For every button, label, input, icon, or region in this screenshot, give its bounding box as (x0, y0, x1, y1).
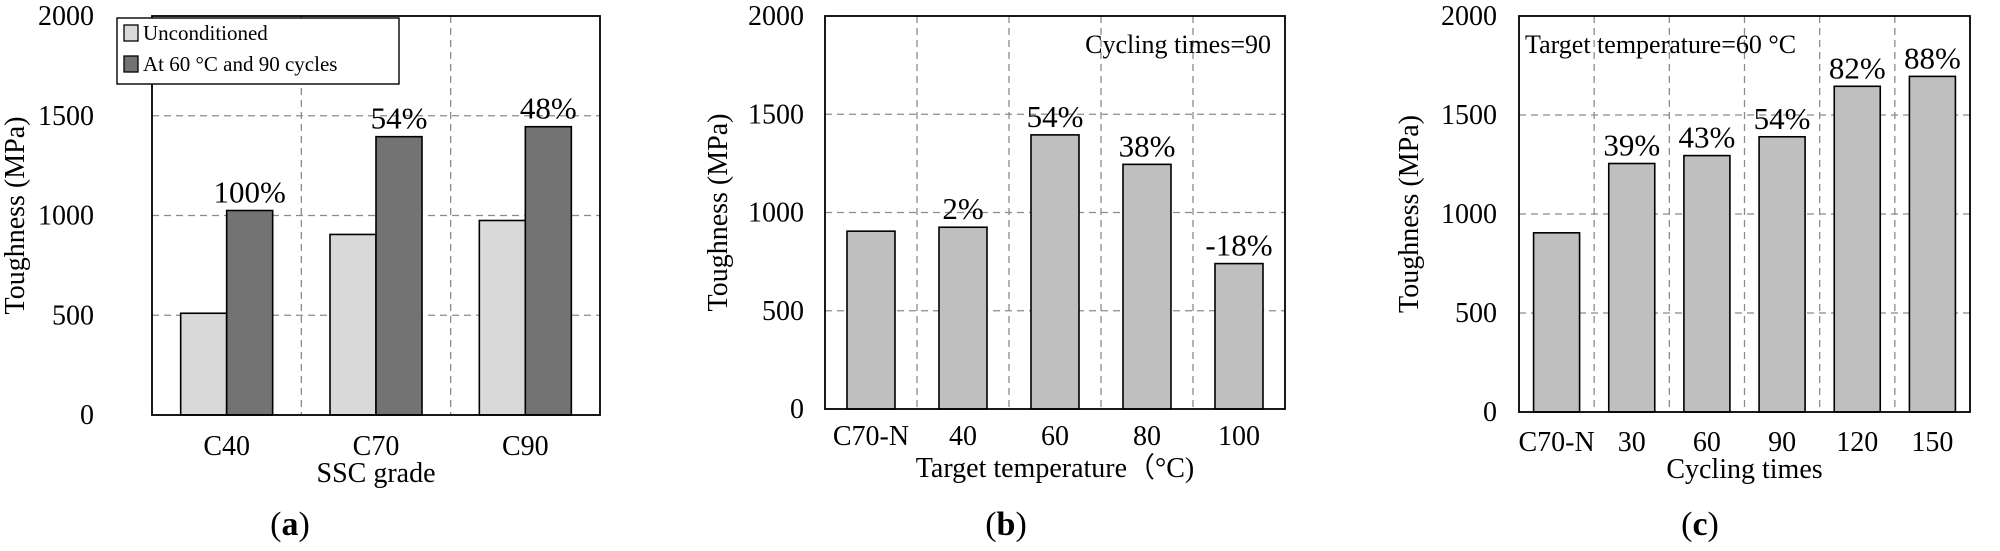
data-label: 100% (214, 175, 286, 210)
x-axis-label: Cycling times (1666, 454, 1822, 485)
y-tick-label: 500 (762, 296, 804, 327)
y-axis-label: Toughness (MPa) (703, 114, 734, 312)
x-tick-label: 90 (1768, 427, 1796, 458)
x-tick-label: 120 (1836, 427, 1878, 458)
y-tick-label: 1000 (1441, 199, 1497, 230)
x-tick-label: C90 (502, 431, 549, 462)
bar (846, 230, 896, 410)
data-label: 82% (1829, 50, 1886, 85)
x-tick-label: 60 (1693, 427, 1721, 458)
x-tick-label: 30 (1618, 427, 1646, 458)
y-axis-label: Toughness (MPa) (1394, 115, 1425, 313)
y-tick-label: 500 (52, 300, 94, 331)
x-tick-label: 40 (949, 421, 977, 452)
plot-frame (151, 15, 601, 416)
bar (1030, 134, 1080, 410)
chart-note: Cycling times=90 (1085, 30, 1271, 59)
bar (1683, 154, 1731, 413)
bar (375, 135, 423, 416)
y-tick-label: 2000 (748, 1, 804, 32)
y-tick-label: 1500 (748, 99, 804, 130)
y-tick-label: 1500 (1441, 100, 1497, 131)
y-tick-label: 2000 (38, 1, 94, 32)
legend-box (116, 17, 400, 85)
legend-label: At 60 °C and 90 cycles (143, 52, 337, 76)
chart-panel-c: 0 500 1000 1500 2000 C70-N 30 60 90 120 150 Cycling… (1394, 1, 1971, 543)
x-axis-label: Target temperature（°C) (916, 452, 1195, 484)
y-tick-label: 1000 (38, 201, 94, 232)
legend-swatch (123, 55, 139, 73)
x-tick-label: 60 (1041, 421, 1069, 452)
bar (1758, 135, 1806, 413)
y-tick-label: 0 (1483, 397, 1497, 428)
x-tick-label: 100 (1218, 421, 1260, 452)
bar (179, 312, 228, 416)
data-label: 88% (1904, 40, 1961, 75)
data-label: 43% (1679, 120, 1736, 155)
plot-frame (1518, 15, 1971, 413)
bar (1532, 232, 1581, 413)
bar (1122, 163, 1172, 410)
chart-panel-b: 0 500 1000 1500 2000 C70-N 40 60 80 100 Target tem… (703, 1, 1286, 543)
legend-swatch (123, 24, 139, 42)
data-label: 54% (1027, 99, 1084, 134)
y-tick-label: 2000 (1441, 1, 1497, 32)
y-tick-label: 500 (1455, 298, 1497, 329)
y-axis-label: Toughness (MPa) (0, 117, 31, 315)
bar (524, 125, 573, 416)
x-tick-label: C40 (203, 431, 250, 462)
data-label: 54% (371, 101, 428, 136)
panel-caption: (a) (270, 506, 310, 543)
bar (1908, 75, 1957, 413)
chart-panel-a: 0 500 1000 1500 2000 C40 C70 C90 SSC grade Toughn… (0, 1, 601, 543)
data-label: 54% (1754, 101, 1811, 136)
bar (1214, 262, 1264, 410)
legend-label: Unconditioned (143, 21, 268, 45)
y-tick-label: 1000 (748, 198, 804, 229)
bar (329, 233, 377, 416)
x-tick-label: C70 (353, 431, 400, 462)
y-tick-label: 0 (790, 394, 804, 425)
data-label: 39% (1603, 128, 1660, 163)
x-axis-label: SSC grade (317, 458, 436, 489)
x-tick-label: C70-N (833, 421, 909, 452)
y-tick-label: 0 (80, 400, 94, 431)
y-tick-label: 1500 (38, 101, 94, 132)
bar (225, 209, 274, 416)
data-label: 2% (942, 191, 983, 226)
data-label: 38% (1119, 128, 1176, 163)
data-label: -18% (1205, 228, 1272, 263)
bar (478, 219, 527, 416)
x-tick-label: 80 (1133, 421, 1161, 452)
data-label: 48% (520, 91, 577, 126)
bar (1833, 85, 1882, 413)
chart-note: Target temperature=60 °C (1525, 30, 1796, 59)
x-tick-label: 150 (1911, 427, 1953, 458)
legend: Unconditioned At 60 °C and 90 cycles (116, 17, 400, 85)
bar (1607, 162, 1656, 413)
plot-frame (824, 15, 1286, 410)
panel-caption: (b) (985, 506, 1027, 543)
bar (938, 226, 988, 410)
panel-caption: (c) (1681, 506, 1719, 543)
x-tick-label: C70-N (1518, 427, 1594, 458)
